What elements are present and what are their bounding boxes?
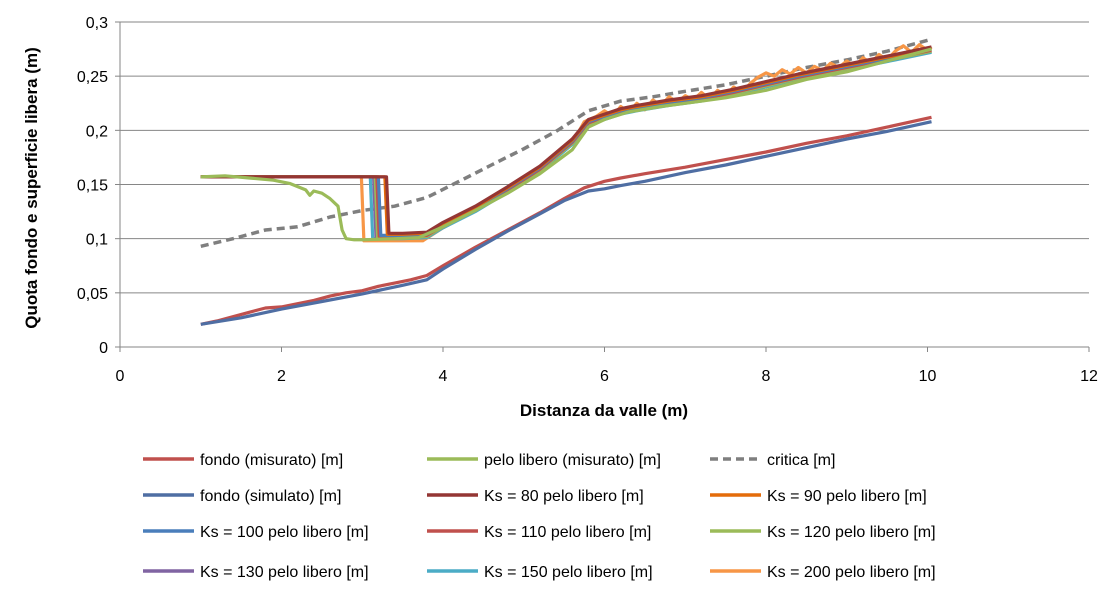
legend-item-7: Ks = 110 pelo libero [m] — [427, 524, 651, 541]
y-tick-label: 0,25 — [77, 69, 108, 86]
legend-label: Ks = 110 pelo libero [m] — [484, 524, 651, 541]
legend-label: Ks = 90 pelo libero [m] — [767, 488, 927, 505]
y-tick-label: 0,3 — [86, 15, 108, 32]
y-tick-label: 0,2 — [86, 123, 108, 140]
x-tick-label: 8 — [762, 368, 771, 385]
legend-item-1: pelo libero (misurato) [m] — [427, 452, 661, 469]
x-tick-label: 4 — [439, 368, 448, 385]
legend-item-4: Ks = 80 pelo libero [m] — [427, 488, 644, 505]
x-tick-label: 0 — [116, 368, 125, 385]
legend-label: fondo (simulato) [m] — [200, 488, 341, 505]
series-line-1 — [200, 47, 932, 242]
legend-label: pelo libero (misurato) [m] — [484, 452, 661, 469]
legend: fondo (misurato) [m] pelo libero (misurat… — [143, 452, 936, 581]
legend-item-10: Ks = 150 pelo libero [m] — [427, 564, 653, 581]
legend-label: critica [m] — [767, 452, 835, 469]
legend-item-11: Ks = 200 pelo libero [m] — [710, 564, 936, 581]
series-line-4 — [200, 45, 932, 235]
y-axis-title: Quota fondo e superficie libera (m) — [22, 47, 41, 328]
series-group — [200, 37, 933, 326]
legend-item-3: fondo (simulato) [m] — [143, 488, 341, 505]
x-tick-label: 12 — [1080, 368, 1098, 385]
x-tick-label: 10 — [919, 368, 937, 385]
x-tick-label: 6 — [600, 368, 609, 385]
series-line-3 — [200, 120, 932, 326]
y-tick-label: 0 — [99, 340, 108, 357]
y-tick-label: 0,05 — [77, 286, 108, 303]
x-tick-label: 2 — [277, 368, 286, 385]
legend-label: Ks = 80 pelo libero [m] — [484, 488, 644, 505]
legend-item-0: fondo (misurato) [m] — [143, 452, 343, 469]
y-axis-ticks: 0 0,05 0,1 0,15 0,2 0,25 0,3 — [77, 15, 120, 357]
legend-label: Ks = 100 pelo libero [m] — [200, 524, 369, 541]
legend-item-6: Ks = 100 pelo libero [m] — [143, 524, 369, 541]
legend-label: Ks = 200 pelo libero [m] — [767, 564, 936, 581]
x-axis-title: Distanza da valle (m) — [520, 401, 688, 420]
legend-item-5: Ks = 90 pelo libero [m] — [710, 488, 927, 505]
legend-label: Ks = 120 pelo libero [m] — [767, 524, 936, 541]
legend-label: Ks = 130 pelo libero [m] — [200, 564, 369, 581]
legend-item-8: Ks = 120 pelo libero [m] — [710, 524, 936, 541]
legend-label: Ks = 150 pelo libero [m] — [484, 564, 653, 581]
grid-lines — [120, 21, 1089, 294]
y-tick-label: 0,15 — [77, 178, 108, 195]
series-line-0 — [200, 115, 932, 326]
legend-label: fondo (misurato) [m] — [200, 452, 343, 469]
x-axis-ticks: 0 2 4 6 8 10 12 — [116, 347, 1098, 385]
legend-item-2: critica [m] — [710, 452, 835, 469]
y-tick-label: 0,1 — [86, 232, 108, 249]
legend-item-9: Ks = 130 pelo libero [m] — [143, 564, 369, 581]
